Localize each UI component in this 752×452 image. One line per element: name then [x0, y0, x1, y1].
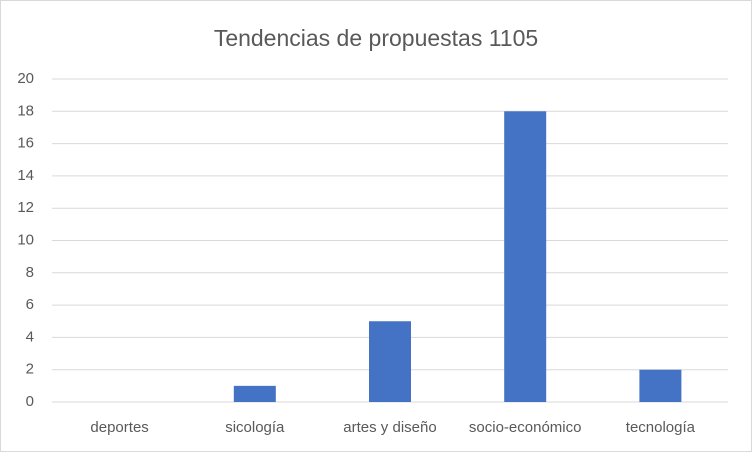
x-tick-label: deportes — [90, 419, 148, 436]
bar — [639, 369, 682, 402]
x-tick-label: socio-económico — [469, 419, 582, 436]
y-tick-label: 6 — [26, 296, 34, 313]
y-tick-label: 4 — [26, 328, 34, 345]
y-tick-label: 12 — [17, 199, 34, 216]
y-tick-label: 18 — [17, 102, 34, 119]
y-tick-label: 8 — [26, 264, 34, 281]
x-tick-label: sicología — [225, 419, 285, 436]
bar — [369, 321, 411, 402]
y-tick-label: 0 — [26, 393, 34, 410]
bar — [233, 385, 276, 402]
x-tick-label: artes y diseño — [343, 419, 436, 436]
chart-title: Tendencias de propuestas 1105 — [214, 25, 538, 51]
y-tick-label: 14 — [17, 167, 34, 184]
x-tick-label: tecnología — [626, 419, 696, 436]
bar — [504, 111, 547, 403]
y-tick-label: 16 — [17, 135, 34, 152]
y-tick-label: 20 — [17, 70, 34, 87]
y-tick-label: 2 — [26, 361, 34, 378]
y-tick-label: 10 — [17, 231, 34, 248]
